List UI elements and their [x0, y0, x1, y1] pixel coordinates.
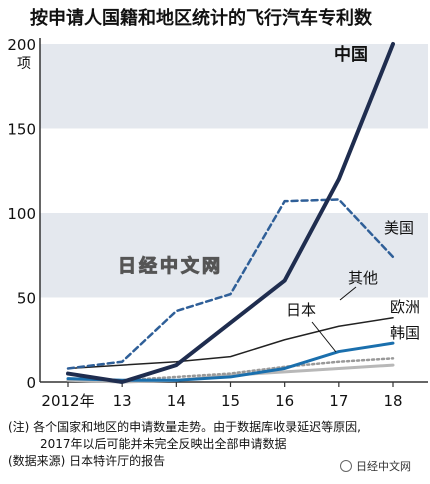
x-tick-label: 16 [275, 392, 294, 410]
y-tick-label: 100 [7, 205, 36, 223]
label-leader-line [311, 321, 337, 353]
x-tick-label: 17 [329, 392, 348, 410]
series-line [66, 198, 395, 370]
badge-label: 日经中文网 [356, 460, 411, 473]
series-label: 韩国 [390, 324, 420, 342]
x-tick-label: 2012年 [41, 392, 94, 410]
note-line-2: 2017年以后可能并未完全反映出全部申请数据 [40, 437, 287, 451]
y-unit-label: 项 [17, 56, 31, 72]
note-line-1: (注) 各个国家和地区的申请数量走势。由于数据库收录延迟等原因, [8, 420, 361, 434]
series-label: 中国 [334, 44, 368, 65]
x-tick-label: 13 [113, 392, 132, 410]
chart-title: 按申请人国籍和地区统计的飞行汽车专利数 [30, 8, 372, 29]
series-label: 其他 [348, 269, 378, 287]
y-tick-label: 0 [26, 374, 36, 392]
series-line [66, 42, 395, 384]
series-label: 美国 [384, 219, 414, 237]
y-tick-label: 200 [7, 36, 36, 54]
wechat-icon [340, 460, 352, 472]
series-line [67, 317, 394, 370]
source-line: (数据来源) 日本特许厅的报告 [8, 454, 166, 468]
x-tick-label: 15 [221, 392, 240, 410]
series-label: 日本 [286, 301, 316, 319]
grid-band [40, 44, 428, 129]
x-tick-label: 14 [167, 392, 186, 410]
label-leader-line [339, 286, 357, 301]
y-tick-label: 50 [17, 290, 36, 308]
x-tick-label: 18 [383, 392, 402, 410]
y-tick-label: 150 [7, 121, 36, 139]
chart-notes: (注) 各个国家和地区的申请数量走势。由于数据库收录延迟等原因, 2017年以后… [8, 419, 361, 470]
series-label: 欧洲 [390, 298, 420, 316]
watermark-text: 日经中文网 [118, 256, 223, 278]
source-badge: 日经中文网 [340, 458, 411, 474]
